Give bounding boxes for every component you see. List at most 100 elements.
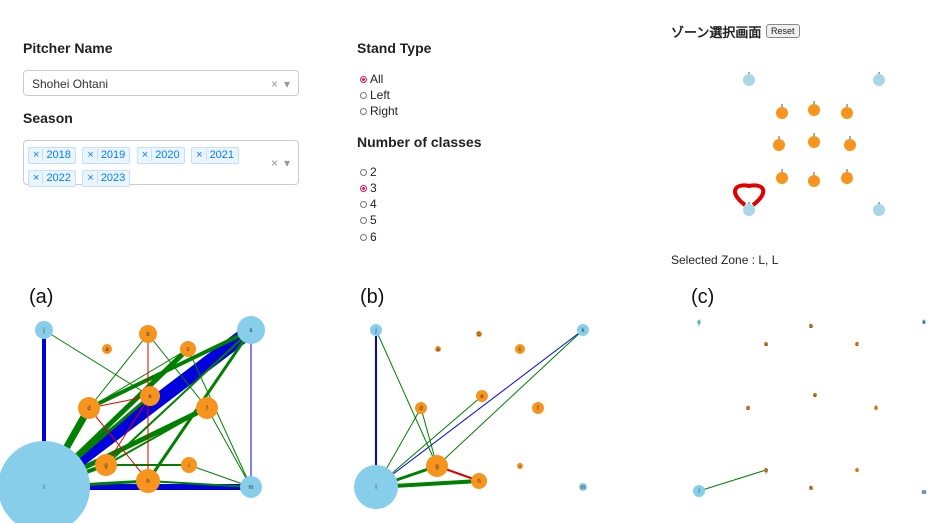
- season-tag[interactable]: × 2022: [28, 170, 76, 187]
- season-tag[interactable]: × 2023: [82, 170, 131, 187]
- radio[interactable]: [360, 168, 367, 176]
- classes-option-4[interactable]: 4: [360, 197, 377, 211]
- classes-option-6[interactable]: 6: [360, 230, 377, 244]
- graph-node-g: [95, 454, 117, 476]
- graph-node-label: g: [435, 464, 438, 470]
- radio[interactable]: [360, 200, 367, 208]
- graph-node-e: [476, 390, 488, 402]
- graph-node-label: f: [875, 406, 877, 412]
- graph-node-k: [237, 316, 265, 344]
- graph-node-f: [532, 402, 544, 414]
- graph-node-a: [764, 342, 768, 346]
- season-select[interactable]: × 2018 × 2019 × 2020 × 2021 × 2022 × 2023 × ▾: [23, 140, 299, 187]
- chevron-down-icon[interactable]: ▾: [283, 77, 290, 91]
- classes-option-5[interactable]: 5: [360, 213, 377, 227]
- network-graph-0: j a b c k d e f g h i l m: [0, 316, 265, 523]
- graph-node-label: k: [250, 328, 254, 334]
- graph-edge-e-g: [105, 395, 151, 466]
- season-tag[interactable]: × 2018: [28, 147, 76, 164]
- radio-selected[interactable]: [360, 75, 367, 83]
- graph-node-d: [415, 402, 427, 414]
- season-label: Season: [23, 110, 73, 126]
- graph-node-m: [579, 483, 587, 491]
- graph-node-b: [476, 331, 482, 337]
- graph-node-label: i: [188, 463, 189, 469]
- graph-edge-l-k: [375, 329, 584, 488]
- panel-label-c: (c): [691, 286, 715, 308]
- graph-node-g: [764, 468, 768, 472]
- graph-edge-d-c: [88, 348, 189, 409]
- stand-option-all[interactable]: All: [360, 72, 383, 86]
- selected-zone-text: Selected Zone : L, L: [671, 253, 779, 267]
- graph-node-label: l: [43, 485, 44, 491]
- graph-edge-l-e: [375, 395, 483, 488]
- classes-option-3[interactable]: 3: [360, 181, 377, 195]
- graph-edge-h-m: [147, 480, 252, 488]
- season-tag[interactable]: × 2019: [82, 147, 131, 164]
- graph-node-f: [196, 397, 218, 419]
- graph-node-label: i: [856, 468, 857, 474]
- radio-selected[interactable]: [360, 184, 367, 192]
- graph-node-j: [697, 320, 701, 324]
- graph-node-label: j: [374, 328, 376, 334]
- graph-node-d: [746, 406, 750, 410]
- graph-node-label: e: [480, 394, 484, 400]
- graph-node-label: f: [206, 406, 208, 412]
- graph-node-label: l: [375, 485, 376, 491]
- graph-node-h: [471, 473, 487, 489]
- stand-option-left[interactable]: Left: [360, 88, 390, 102]
- radio[interactable]: [360, 107, 367, 115]
- season-tag[interactable]: × 2020: [136, 147, 185, 164]
- stand-type-label: Stand Type: [357, 40, 432, 56]
- graph-node-c: [855, 342, 859, 346]
- graph-node-e: [813, 393, 817, 397]
- pitcher-select[interactable]: Shohei Ohtani × ▾: [23, 70, 299, 96]
- panel-label-a: (a): [29, 286, 54, 308]
- graph-node-label: m: [249, 485, 254, 491]
- clear-icon[interactable]: ×: [270, 77, 278, 91]
- graph-node-label: b: [477, 332, 481, 338]
- graph-node-label: a: [764, 342, 768, 348]
- graph-edge-g-k: [436, 329, 584, 467]
- classes-option-2[interactable]: 2: [360, 165, 377, 179]
- chevron-down-icon[interactable]: ▾: [283, 156, 290, 170]
- radio[interactable]: [360, 233, 367, 241]
- graph-node-j: [35, 321, 53, 339]
- graph-node-j: [370, 324, 382, 336]
- graph-node-label: k: [923, 320, 927, 326]
- remove-tag-icon[interactable]: ×: [33, 149, 44, 161]
- graph-node-c: [515, 344, 525, 354]
- graph-node-label: d: [419, 406, 422, 412]
- graph-edge-f-m: [206, 407, 252, 488]
- graph-edge-j-g: [375, 329, 438, 467]
- radio[interactable]: [360, 91, 367, 99]
- graph-node-label: g: [764, 468, 767, 474]
- graph-node-f: [874, 406, 878, 410]
- remove-tag-icon[interactable]: ×: [87, 149, 98, 161]
- graph-node-k: [577, 324, 589, 336]
- clear-icon[interactable]: ×: [270, 156, 278, 170]
- graph-node-label: h: [477, 479, 480, 485]
- graph-edge-g-k: [105, 329, 252, 466]
- remove-tag-icon[interactable]: ×: [196, 149, 207, 161]
- stand-option-right[interactable]: Right: [360, 104, 398, 118]
- graph-node-label: b: [146, 332, 150, 338]
- remove-tag-icon[interactable]: ×: [33, 172, 44, 184]
- graph-node-label: l: [698, 489, 699, 495]
- graph-node-label: c: [856, 342, 859, 348]
- graph-node-label: m: [922, 490, 927, 496]
- graph-node-e: [140, 386, 160, 406]
- remove-tag-icon[interactable]: ×: [141, 149, 153, 161]
- graph-edge-b-d: [88, 333, 149, 409]
- graph-node-label: k: [582, 328, 586, 334]
- graph-node-label: h: [809, 486, 812, 492]
- season-tag[interactable]: × 2021: [191, 147, 240, 164]
- remove-tag-icon[interactable]: ×: [87, 172, 98, 184]
- graph-edge-l-g: [698, 469, 767, 492]
- graph-node-label: j: [697, 320, 699, 326]
- graph-node-c: [180, 341, 196, 357]
- reset-button[interactable]: Reset: [766, 24, 800, 38]
- radio[interactable]: [360, 216, 367, 224]
- graph-node-label: e: [813, 393, 817, 399]
